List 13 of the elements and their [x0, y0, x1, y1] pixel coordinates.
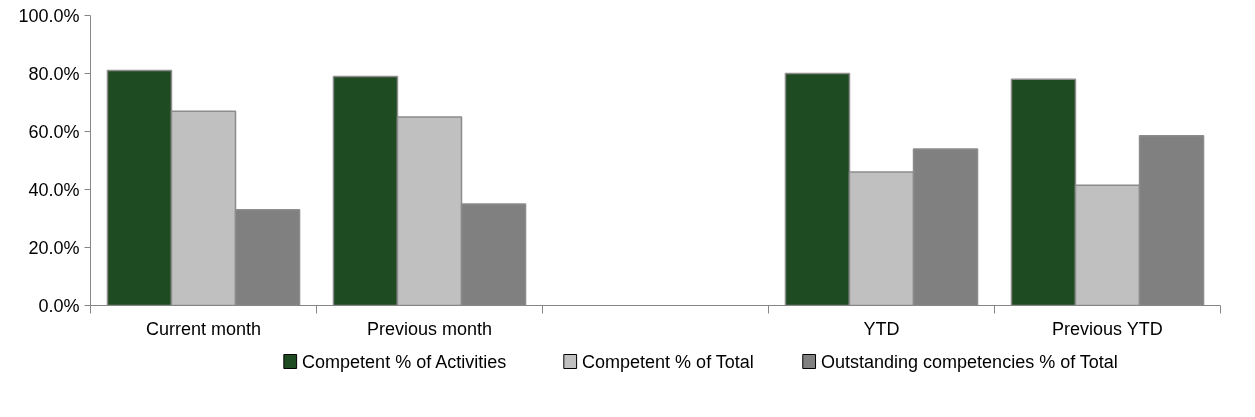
x-tick-label: Current month: [145, 318, 262, 339]
y-tick-label: 100.0%: [18, 5, 80, 26]
y-tick-label: 40.0%: [28, 179, 80, 200]
x-tick-label: Previous month: [366, 318, 493, 339]
x-tick-label: YTD: [863, 318, 900, 339]
y-tick-label: 20.0%: [28, 237, 80, 258]
y-tick-label: 0.0%: [38, 295, 80, 316]
y-tick-label: 80.0%: [28, 63, 80, 84]
y-tick-label: 60.0%: [28, 121, 80, 142]
legend-label: Competent % of Activities: [302, 351, 507, 372]
x-tick-label: Previous YTD: [1051, 318, 1163, 339]
legend-label: Competent % of Total: [582, 351, 754, 372]
legend-label: Outstanding competencies % of Total: [821, 351, 1118, 372]
